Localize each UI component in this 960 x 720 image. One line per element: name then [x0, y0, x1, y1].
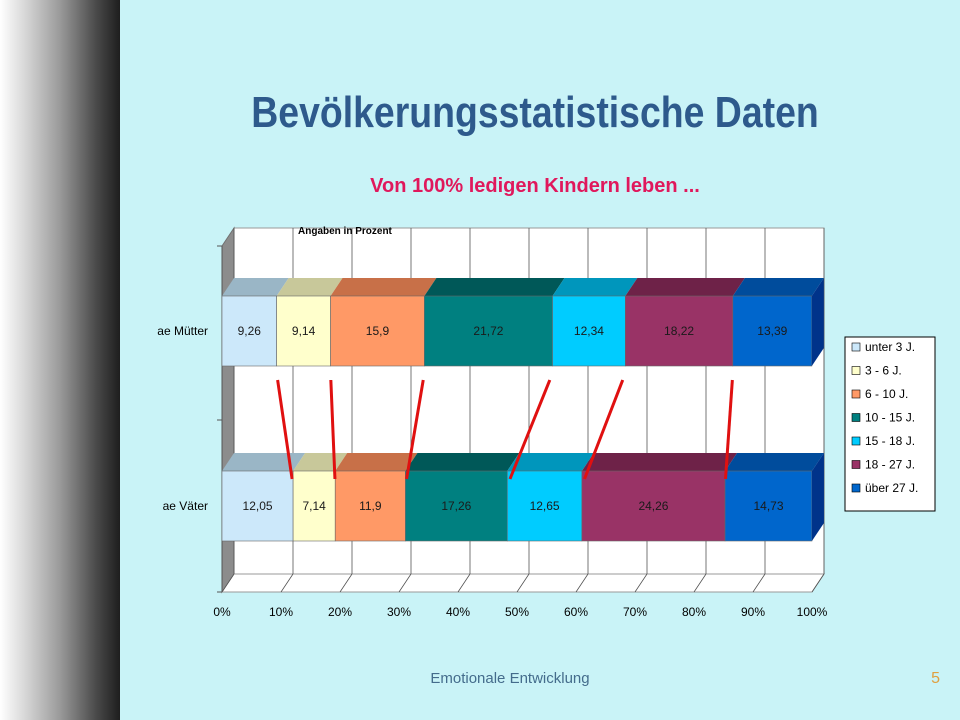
- bar-value-label: 9,26: [238, 324, 262, 338]
- slide-title: Bevölkerungsstatistische Daten: [251, 88, 819, 137]
- x-tick-label: 80%: [682, 605, 706, 619]
- bar-segment-top: [507, 453, 594, 471]
- legend-swatch: [851, 460, 861, 469]
- connector-line: [405, 379, 425, 480]
- connector-line: [508, 379, 552, 480]
- bar-value-label: 21,72: [473, 324, 503, 338]
- bar-segment: [276, 295, 331, 367]
- floor-gridline: [752, 573, 766, 593]
- legend-label: 18 - 27 J.: [865, 458, 915, 472]
- connector-line: [583, 379, 625, 480]
- bar-segment-top: [405, 453, 520, 471]
- slide-footer: Emotionale Entwicklung: [430, 670, 590, 687]
- bar-segment: [334, 470, 406, 542]
- floor-gridline: [693, 573, 707, 593]
- bar-segment-top: [552, 278, 638, 296]
- x-tick-label: 100%: [797, 605, 828, 619]
- legend-swatch: [851, 413, 861, 422]
- bar-segment-top: [625, 278, 745, 296]
- floor-gridline: [575, 573, 589, 593]
- floor-gridline: [280, 573, 294, 593]
- bar-segment-top: [276, 278, 343, 296]
- connector-line: [724, 379, 734, 480]
- legend-label: 15 - 18 J.: [865, 434, 915, 448]
- legend-swatch: [851, 366, 861, 375]
- bar-segment: [581, 470, 726, 542]
- category-label: ae Väter: [163, 499, 208, 513]
- x-tick-label: 10%: [269, 605, 293, 619]
- bar-segment-top: [725, 453, 824, 471]
- chart-subtitle: Von 100% ledigen Kindern leben ...: [370, 175, 700, 197]
- category-label: ae Mütter: [157, 324, 208, 338]
- floor-gridline: [811, 573, 825, 593]
- floor-gridline: [634, 573, 648, 593]
- x-tick-label: 0%: [213, 605, 231, 619]
- x-tick-label: 50%: [505, 605, 529, 619]
- legend-swatch: [851, 436, 861, 446]
- bar-segment: [732, 295, 813, 367]
- bar-value-label: 17,26: [441, 499, 471, 513]
- x-tick-label: 20%: [328, 605, 352, 619]
- chart-annotation: Angaben in Prozent: [298, 226, 393, 237]
- bar-value-label: 7,14: [302, 499, 326, 513]
- bar-segment-top: [581, 453, 738, 471]
- bar-value-label: 24,26: [638, 499, 668, 513]
- bar-value-label: 18,22: [664, 324, 694, 338]
- bar-segment: [552, 295, 626, 367]
- bar-value-label: 15,9: [366, 324, 390, 338]
- floor-gridline: [398, 573, 412, 593]
- bar-segment: [424, 295, 553, 367]
- legend-label: 6 - 10 J.: [865, 387, 908, 401]
- x-tick-label: 30%: [387, 605, 411, 619]
- x-tick-label: 60%: [564, 605, 588, 619]
- x-tick-label: 70%: [623, 605, 647, 619]
- bar-segment: [405, 470, 508, 542]
- floor-gridline: [221, 573, 235, 593]
- bar-value-label: 13,39: [757, 324, 787, 338]
- connector-line: [329, 379, 337, 480]
- bar-segment-top: [732, 278, 824, 296]
- legend-swatch: [851, 483, 861, 493]
- legend-label: unter 3 J.: [865, 340, 915, 354]
- bar-segment: [724, 470, 813, 542]
- floor-gridline: [516, 573, 530, 593]
- bar-value-label: 12,05: [243, 499, 273, 513]
- floor-gridline: [457, 573, 471, 593]
- bar-value-label: 14,73: [753, 499, 783, 513]
- bar-side-face: [811, 453, 824, 541]
- bar-segment: [221, 470, 294, 542]
- bar-segment: [221, 295, 277, 367]
- bar-segment: [506, 470, 583, 542]
- page-number: 5: [931, 670, 940, 687]
- bar-segment: [330, 295, 425, 367]
- legend-label: über 27 J.: [865, 481, 918, 495]
- bar-segment: [292, 470, 336, 542]
- bar-segment-top: [424, 278, 565, 296]
- legend-label: 10 - 15 J.: [865, 411, 915, 425]
- connector-line: [276, 379, 294, 480]
- bar-segment-top: [222, 278, 289, 296]
- bar-segment-top: [222, 453, 306, 471]
- bar-segment: [625, 295, 734, 367]
- bar-segment-top: [330, 278, 437, 296]
- bar-side-face: [811, 278, 824, 366]
- bar-value-label: 11,9: [359, 499, 382, 513]
- bar-value-label: 9,14: [292, 324, 316, 338]
- legend-swatch: [851, 389, 861, 399]
- x-tick-label: 40%: [446, 605, 470, 619]
- bar-segment-top: [335, 453, 418, 471]
- bar-value-label: 12,34: [574, 324, 604, 338]
- floor-gridline: [339, 573, 353, 593]
- bar-value-label: 12,65: [530, 499, 560, 513]
- legend-swatch: [851, 342, 861, 352]
- legend-box: [844, 336, 936, 512]
- legend-label: 3 - 6 J.: [865, 364, 902, 378]
- x-tick-label: 90%: [741, 605, 765, 619]
- slide-gradient-bar: [0, 0, 120, 720]
